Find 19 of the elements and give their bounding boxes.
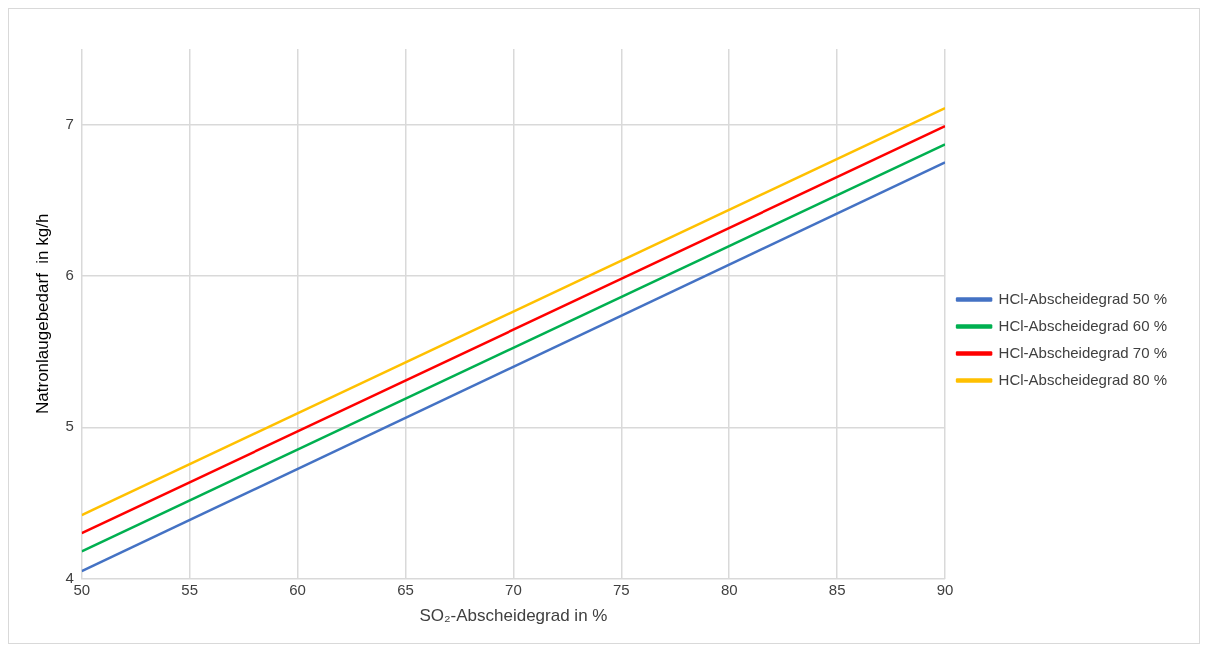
y-tick-label: 6 xyxy=(65,266,74,284)
y-tick-label: 7 xyxy=(65,114,74,132)
x-tick-label: 85 xyxy=(828,580,846,598)
legend-label: HCl-Abscheidegrad 60 % xyxy=(998,316,1167,334)
x-tick-label: 65 xyxy=(397,580,414,598)
y-tick-label: 5 xyxy=(65,417,74,435)
x-tick-label: 50 xyxy=(73,580,91,598)
x-tick-label: 90 xyxy=(936,580,954,598)
legend-label: HCl-Abscheidegrad 50 % xyxy=(998,289,1167,307)
legend-label: HCl-Abscheidegrad 70 % xyxy=(998,343,1167,361)
legend-label: HCl-Abscheidegrad 80 % xyxy=(998,370,1167,388)
x-tick-label: 70 xyxy=(505,580,522,598)
y-tick-label: 4 xyxy=(65,568,74,586)
x-tick-label: 80 xyxy=(720,580,738,598)
x-axis-title: SO₂-Abscheidegrad in % xyxy=(419,606,608,626)
x-tick-label: 60 xyxy=(289,580,306,598)
y-axis-title: Natronlaugebedarf in kg/h xyxy=(32,213,52,414)
x-tick-label: 55 xyxy=(181,580,198,598)
x-tick-label: 75 xyxy=(612,580,630,598)
